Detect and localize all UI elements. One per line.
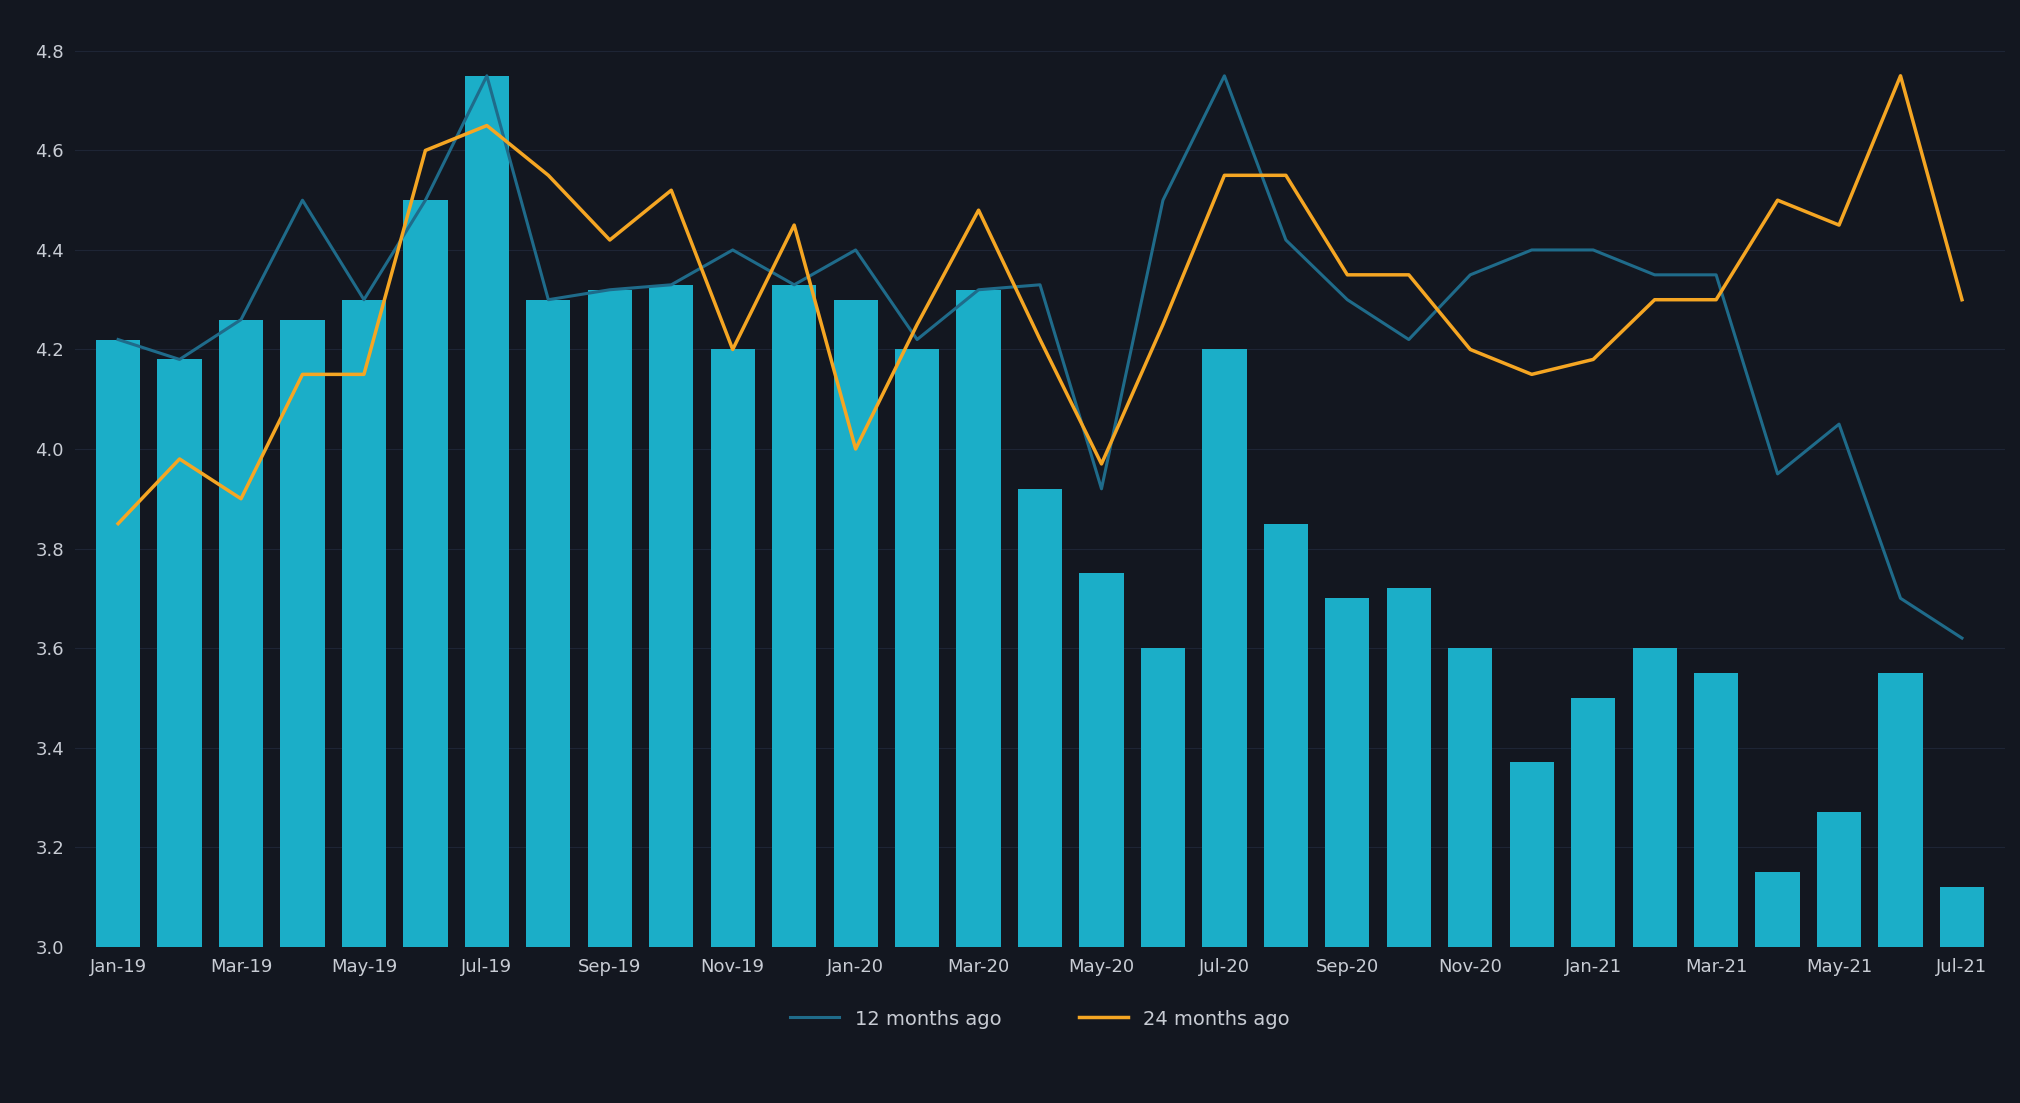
Bar (525, 300, 570, 946)
Bar (97, 340, 139, 946)
Bar (895, 350, 939, 946)
Bar (834, 300, 879, 946)
Bar (158, 360, 202, 946)
Bar (1816, 812, 1860, 946)
Bar (1018, 489, 1063, 946)
Bar (465, 76, 509, 946)
Bar (1386, 588, 1430, 946)
Bar (1141, 649, 1186, 946)
Bar (404, 200, 448, 946)
Bar (1572, 698, 1616, 946)
Legend: 12 months ago, 24 months ago: 12 months ago, 24 months ago (790, 1009, 1289, 1029)
Bar (218, 320, 263, 946)
Bar (1325, 598, 1370, 946)
Bar (1448, 649, 1493, 946)
Bar (1079, 574, 1123, 946)
Bar (1939, 887, 1984, 946)
Bar (1509, 762, 1553, 946)
Bar (648, 285, 693, 946)
Bar (588, 290, 632, 946)
Bar (1879, 673, 1923, 946)
Bar (1632, 649, 1677, 946)
Bar (955, 290, 1000, 946)
Bar (281, 320, 325, 946)
Bar (1695, 673, 1739, 946)
Bar (1202, 350, 1246, 946)
Bar (1265, 524, 1309, 946)
Bar (772, 285, 816, 946)
Bar (341, 300, 386, 946)
Bar (711, 350, 755, 946)
Bar (1755, 872, 1800, 946)
